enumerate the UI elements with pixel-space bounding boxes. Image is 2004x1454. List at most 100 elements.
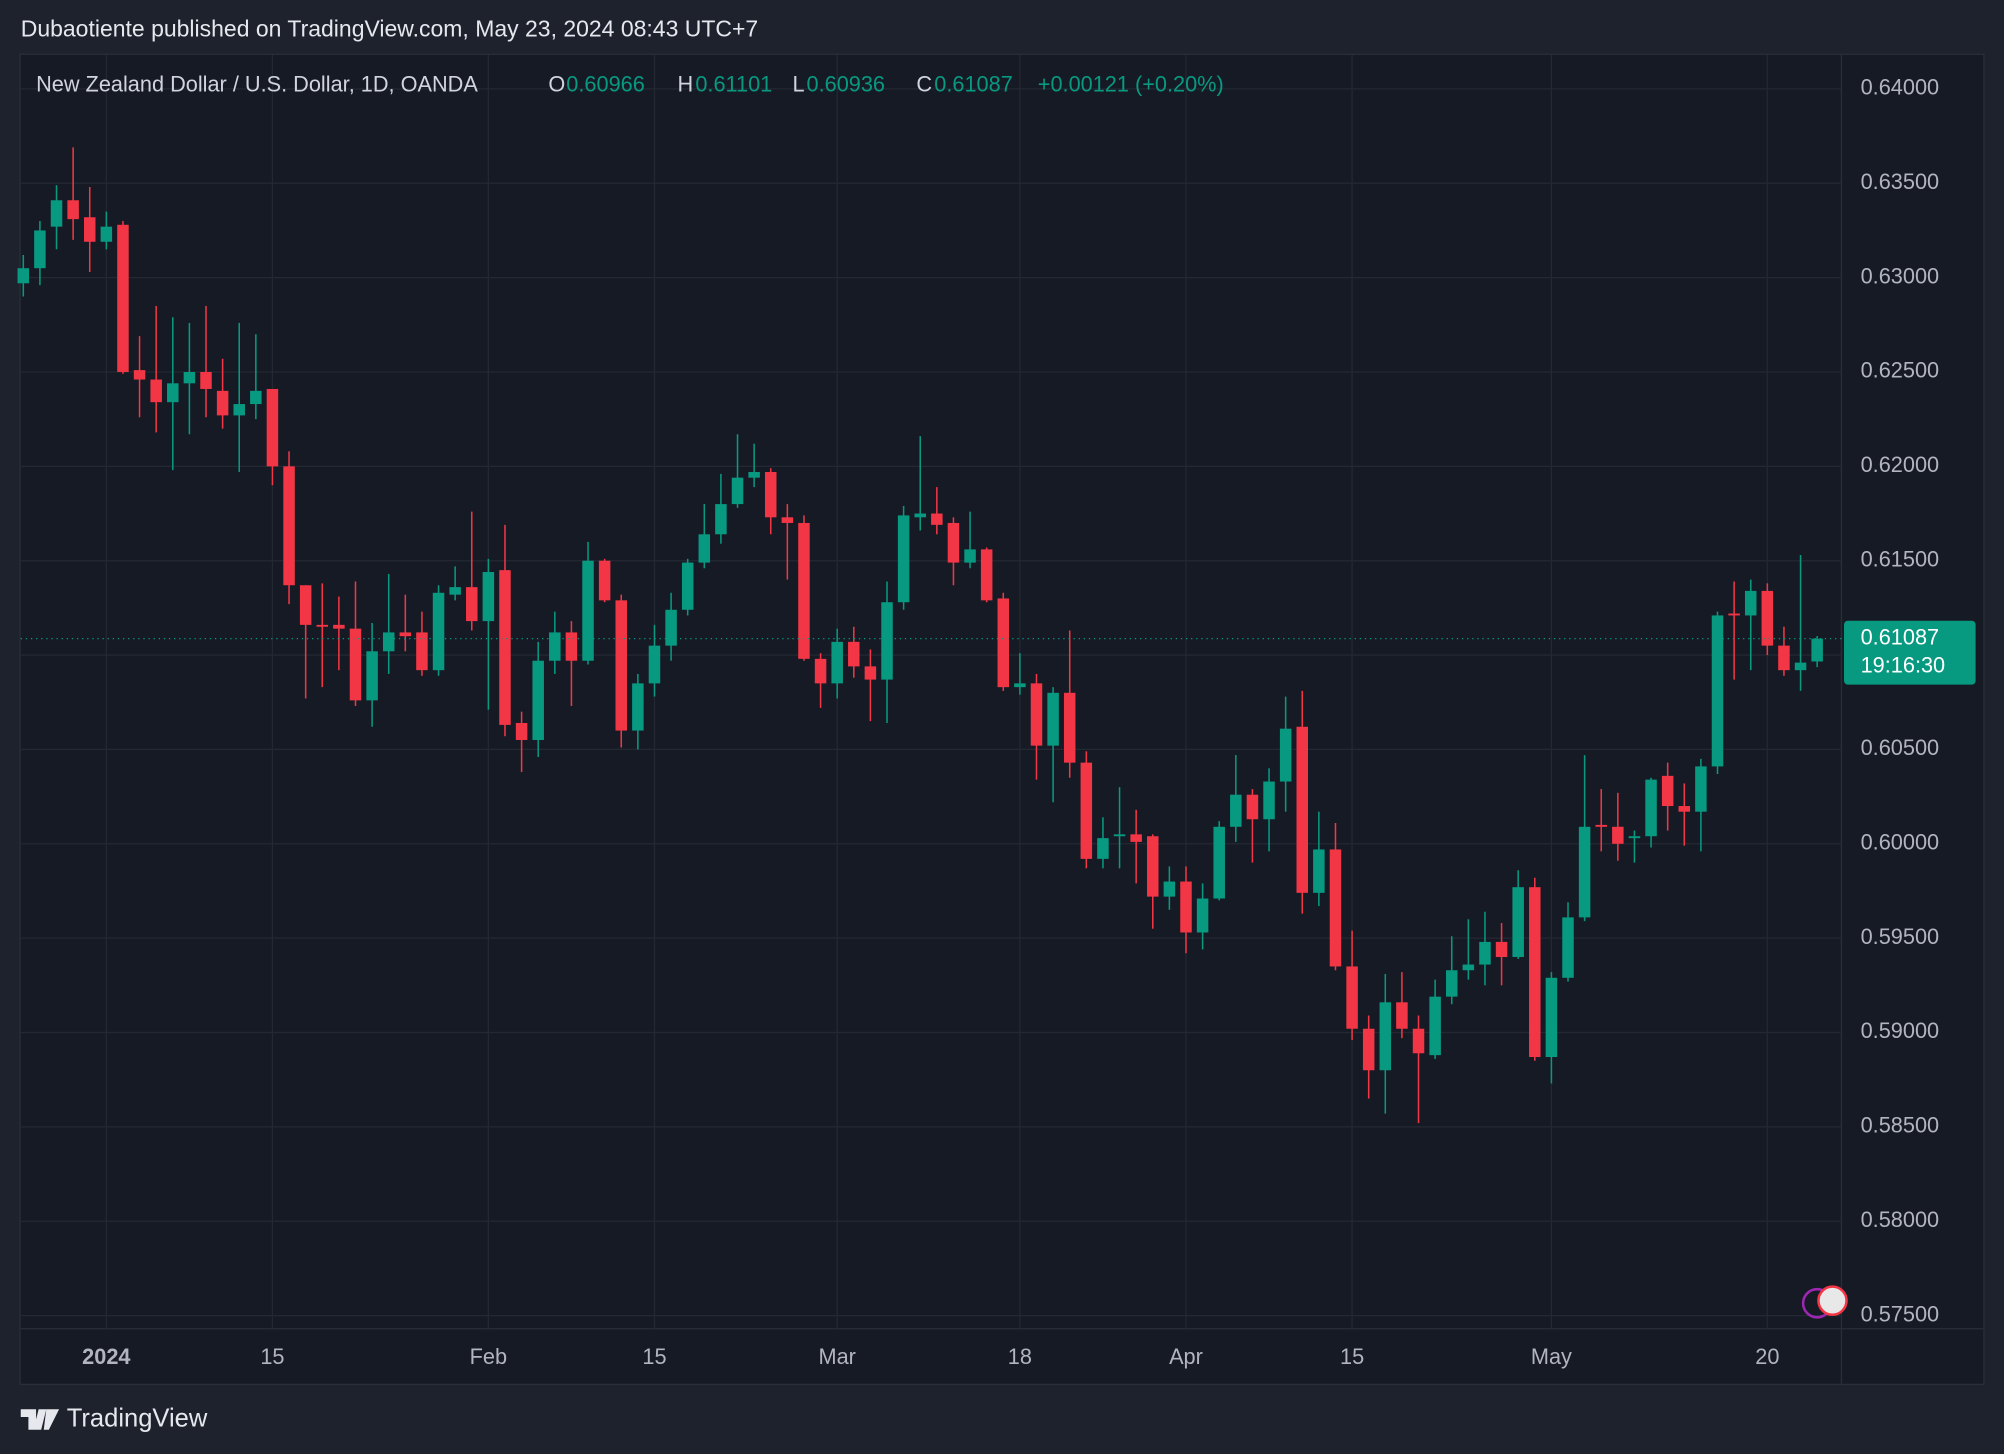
y-tick-label: 0.60000 <box>1861 830 1940 855</box>
x-tick-label: Apr <box>1169 1344 1203 1369</box>
candle-body <box>349 628 362 701</box>
candle-body <box>632 683 644 731</box>
candle-body <box>1080 762 1093 859</box>
x-tick-label: Feb <box>470 1344 507 1369</box>
candle-body <box>665 609 677 646</box>
candle-body <box>997 598 1010 688</box>
candle-body <box>449 587 461 595</box>
candle-body <box>316 624 329 627</box>
legend-value: 0.61101 <box>695 71 772 96</box>
candle-body <box>1047 692 1059 746</box>
candle-body <box>1545 977 1558 1058</box>
candle-body <box>416 632 428 671</box>
candle-body <box>1645 779 1657 837</box>
candle-body <box>1529 887 1541 1058</box>
candle-body <box>964 549 976 563</box>
x-tick-label: 20 <box>1755 1344 1779 1369</box>
candle-body <box>1113 834 1126 837</box>
candle-body <box>748 472 760 478</box>
candle-body <box>582 560 594 661</box>
candle-body <box>1678 806 1691 812</box>
candle-body <box>466 587 478 622</box>
candle-body <box>947 522 960 563</box>
y-tick-label: 0.62500 <box>1861 358 1940 383</box>
candle-body <box>931 513 943 525</box>
candle-body <box>881 602 893 680</box>
candle-body <box>532 660 544 740</box>
x-tick-label: Mar <box>818 1344 855 1369</box>
candle-body <box>715 504 727 535</box>
countdown-label: 19:16:30 <box>1861 652 1946 677</box>
x-tick-label: 18 <box>1008 1344 1032 1369</box>
candle-body <box>250 390 262 405</box>
candle-body <box>100 226 113 242</box>
legend-value: 0.60966 <box>566 71 645 96</box>
candle-body <box>266 388 279 467</box>
candle-body <box>382 632 395 652</box>
y-tick-label: 0.62000 <box>1861 452 1940 477</box>
candle-body <box>615 600 628 731</box>
candle-body <box>1313 849 1325 893</box>
candle-body <box>216 390 229 416</box>
candle-body <box>200 371 212 389</box>
candle-body <box>1462 964 1475 971</box>
candle-body <box>798 522 810 659</box>
candle-body <box>1811 638 1823 662</box>
candle-body <box>233 404 245 416</box>
candle-body <box>1445 970 1458 997</box>
brand-name: TradingView <box>67 1404 208 1432</box>
legend-label: H <box>677 71 693 96</box>
legend-label: O <box>548 71 565 96</box>
candle-body <box>549 632 561 661</box>
y-tick-label: 0.58500 <box>1861 1113 1940 1138</box>
candle-body <box>565 632 578 661</box>
y-tick-label: 0.60500 <box>1861 735 1940 760</box>
candle-body <box>698 534 711 563</box>
chart-legend: New Zealand Dollar / U.S. Dollar, 1D, OA… <box>36 71 1224 96</box>
candle-body <box>1429 996 1441 1056</box>
candle-body <box>283 466 295 586</box>
brand-logo <box>20 1409 60 1430</box>
y-tick-label: 0.64000 <box>1861 75 1940 100</box>
candle-body <box>1761 590 1774 646</box>
candle-body <box>333 624 345 629</box>
candle-body <box>1512 887 1524 958</box>
candle-body <box>1346 966 1358 1029</box>
y-tick-label: 0.63000 <box>1861 263 1940 288</box>
candle-body <box>1180 881 1192 933</box>
candle-body <box>1794 662 1807 671</box>
candle-body <box>1711 615 1724 767</box>
y-tick-label: 0.59000 <box>1861 1018 1940 1043</box>
candle-body <box>1196 898 1209 933</box>
legend-change: +0.00121 (+0.20%) <box>1038 71 1224 96</box>
candle-body <box>67 200 79 220</box>
candle-body <box>499 570 511 725</box>
candle-body <box>914 513 926 518</box>
candle-body <box>1661 775 1674 807</box>
candle-body <box>764 472 777 518</box>
candle-body <box>133 370 146 380</box>
candle-body <box>1130 834 1142 842</box>
candle-body <box>1379 1002 1392 1071</box>
candle-body <box>864 666 877 680</box>
candle-body <box>1728 613 1740 616</box>
candle-body <box>1396 1002 1408 1029</box>
x-tick-label: 15 <box>642 1344 666 1369</box>
candle-body <box>731 477 744 505</box>
candle-body <box>1014 683 1026 688</box>
plot <box>17 54 1842 1329</box>
candle-body <box>1578 826 1591 918</box>
candle-body <box>50 200 63 227</box>
candle-body <box>1628 836 1641 839</box>
candle-body <box>1063 692 1076 763</box>
candle-body <box>1495 941 1508 958</box>
y-tick-label: 0.58000 <box>1861 1207 1940 1232</box>
candle-body <box>1279 728 1292 782</box>
candle-body <box>1213 826 1225 899</box>
candle-body <box>598 560 611 601</box>
legend-label: C <box>916 71 932 96</box>
y-tick-label: 0.61500 <box>1861 546 1940 571</box>
candle-body <box>83 217 96 242</box>
y-tick-label: 0.57500 <box>1861 1301 1940 1326</box>
